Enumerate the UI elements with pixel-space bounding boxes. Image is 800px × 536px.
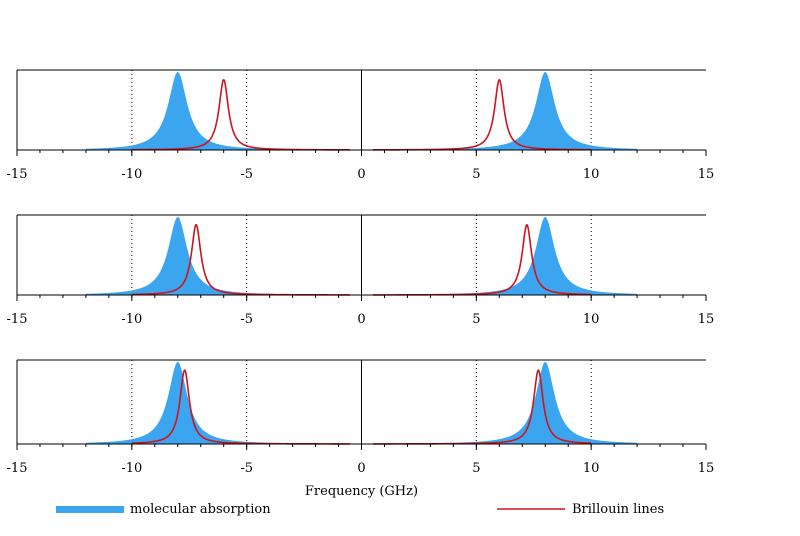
x-tick-label: 15 (698, 167, 715, 182)
panel-2: -15 -10 -5 0 5 10 15 (7, 214, 715, 327)
molecular-absorption-peak (85, 72, 362, 150)
x-tick-label: 5 (472, 461, 480, 476)
x-tick-label: -10 (121, 167, 142, 182)
x-tick-label: 0 (357, 461, 365, 476)
molecular-absorption-peak (361, 72, 638, 150)
x-tick-label: -10 (121, 461, 142, 476)
x-tick-label: 0 (357, 167, 365, 182)
molecular-absorption-peak (85, 362, 362, 444)
x-tick-label: 15 (698, 312, 715, 327)
x-tick-label: 5 (472, 167, 480, 182)
x-tick-label: -10 (121, 312, 142, 327)
legend-absorption-label: molecular absorption (130, 502, 271, 517)
legend-brillouin-label: Brillouin lines (572, 502, 664, 517)
panel-3: -15 -10 -5 0 5 10 15 (7, 359, 715, 476)
legend-absorption-swatch (56, 506, 124, 513)
x-tick-label: -5 (240, 312, 253, 327)
molecular-absorption-peak (361, 217, 638, 295)
x-tick-label: 0 (357, 312, 365, 327)
x-tick-label: -15 (7, 461, 28, 476)
x-tick-label: 10 (583, 312, 600, 327)
x-axis-title: Frequency (GHz) (305, 484, 418, 499)
x-tick-label: -15 (7, 167, 28, 182)
x-tick-label: -5 (240, 461, 253, 476)
x-tick-label: 5 (472, 312, 480, 327)
x-tick-label: 15 (698, 461, 715, 476)
x-tick-label: -15 (7, 312, 28, 327)
molecular-absorption-peak (361, 362, 638, 444)
x-tick-label: 10 (583, 461, 600, 476)
legend: molecular absorption Brillouin lines (56, 502, 664, 517)
panel-1: -15 -10 -5 0 5 10 15 (7, 69, 715, 182)
molecular-absorption-peak (85, 217, 362, 295)
x-tick-label: -5 (240, 167, 253, 182)
x-tick-label: 10 (583, 167, 600, 182)
